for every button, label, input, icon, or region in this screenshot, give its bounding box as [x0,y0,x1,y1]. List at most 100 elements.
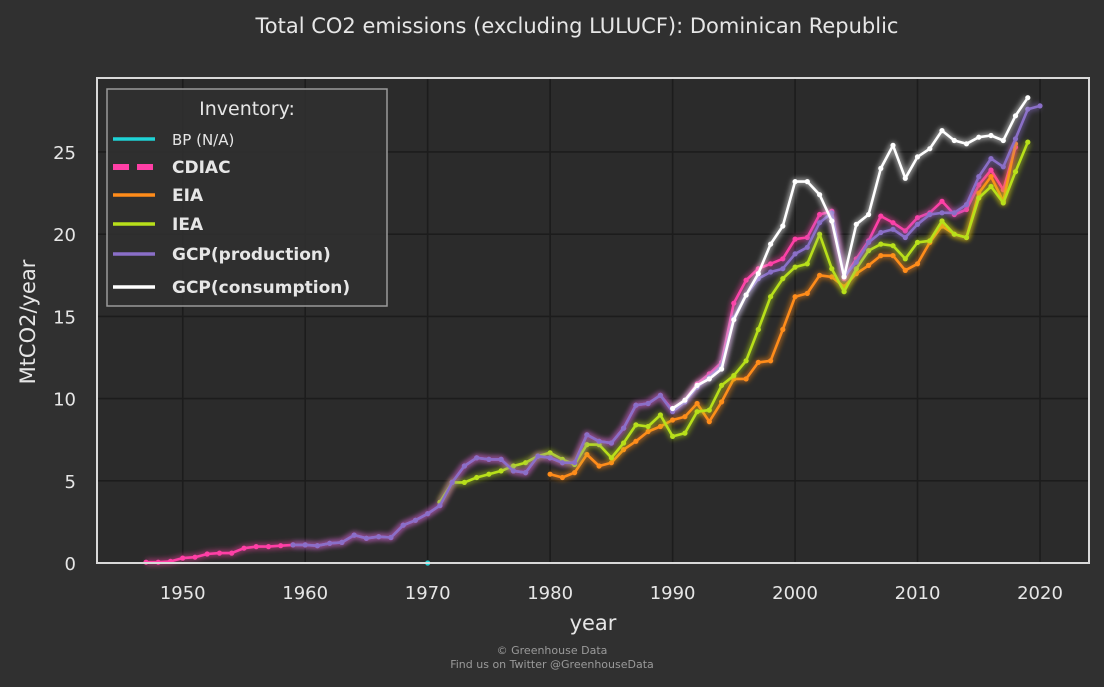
data-point [535,453,541,459]
data-point [902,234,908,241]
data-point [241,545,247,551]
legend-label: EIA [172,186,204,206]
data-point [755,326,761,333]
data-point [804,290,810,296]
data-point [768,358,774,364]
data-point [694,400,700,407]
data-point [682,397,688,403]
data-point [792,179,798,185]
data-point [792,294,798,300]
data-point [878,165,884,171]
data-point [376,534,382,540]
data-point [731,373,737,379]
data-point [743,358,749,364]
data-point [706,419,712,425]
plot-frame [96,77,1090,564]
data-point [719,366,725,372]
data-point [817,211,823,218]
data-point [584,432,590,438]
data-point [988,156,994,162]
data-point [461,463,467,469]
data-point [1025,139,1031,145]
data-point [608,440,615,446]
x-tick-labels: 1950 1960 1970 1980 1990 2000 2010 2020 [160,583,1063,604]
data-point [437,502,443,509]
y-tick-label: 20 [53,225,76,246]
legend-label: BP (N/A) [172,131,234,149]
data-point [976,134,982,140]
data-point [633,438,639,444]
data-point [841,289,847,295]
data-point [363,535,369,541]
data-point [657,423,664,430]
data-point [694,382,700,388]
data-point [180,555,186,561]
data-point [572,470,578,476]
data-point [706,407,712,413]
data-point [670,405,676,412]
data-point [780,256,786,262]
data-point [768,241,774,247]
data-point [253,544,259,550]
y-tick-label: 10 [53,390,76,411]
data-point [914,221,921,227]
data-point [1012,113,1019,119]
footer-twitter: Find us on Twitter @GreenhouseData [450,658,654,671]
data-point [841,274,847,280]
data-point [1000,200,1006,206]
data-point [645,400,651,407]
data-point [1012,169,1019,175]
data-point [988,183,994,190]
y-tick-label: 25 [53,143,76,164]
data-point [927,238,933,244]
data-point [670,433,676,439]
data-point [621,440,627,446]
x-tick-label: 2000 [772,583,818,604]
legend: Inventory: BP (N/A) CDIAC EIA IEA GCP(produc… [106,88,388,307]
legend-title: Inventory: [199,98,295,120]
data-point [951,210,957,216]
data-point [939,128,945,134]
data-point [694,409,700,415]
x-tick-label: 1990 [650,583,696,604]
chart-title: Total CO2 emissions (excluding LULUCF): … [255,14,899,38]
data-point [719,382,725,388]
data-point [890,243,896,249]
data-point [731,317,737,323]
data-point [853,221,859,227]
data-point [768,269,774,275]
x-axis-label: year [570,611,617,635]
data-point [327,540,333,546]
data-point [572,460,578,466]
data-point [914,261,921,267]
data-point [963,202,970,208]
data-point [498,456,504,462]
data-point [804,179,810,185]
data-point [878,253,884,259]
data-point [278,543,284,549]
data-point [510,468,516,474]
data-point [939,218,945,224]
data-point [902,175,908,181]
y-tick-label: 0 [65,554,76,575]
data-point [768,294,774,300]
data-point [719,399,725,405]
data-point [645,423,651,430]
data-point [804,261,810,267]
data-point [951,231,957,237]
y-tick-label: 15 [53,307,76,328]
data-point [743,277,749,283]
legend-label: GCP(consumption) [172,278,350,298]
data-point [988,167,994,173]
data-point [608,460,615,466]
data-point [853,259,859,265]
data-point [743,292,749,298]
data-point [523,470,529,476]
legend-items: BP (N/A) CDIAC EIA IEA GCP(production) GCP(co… [113,131,350,298]
data-point [633,402,639,408]
data-point [939,198,945,204]
data-point [547,455,553,461]
data-point [633,422,639,428]
data-point [596,463,602,469]
x-tick-label: 2010 [895,583,941,604]
